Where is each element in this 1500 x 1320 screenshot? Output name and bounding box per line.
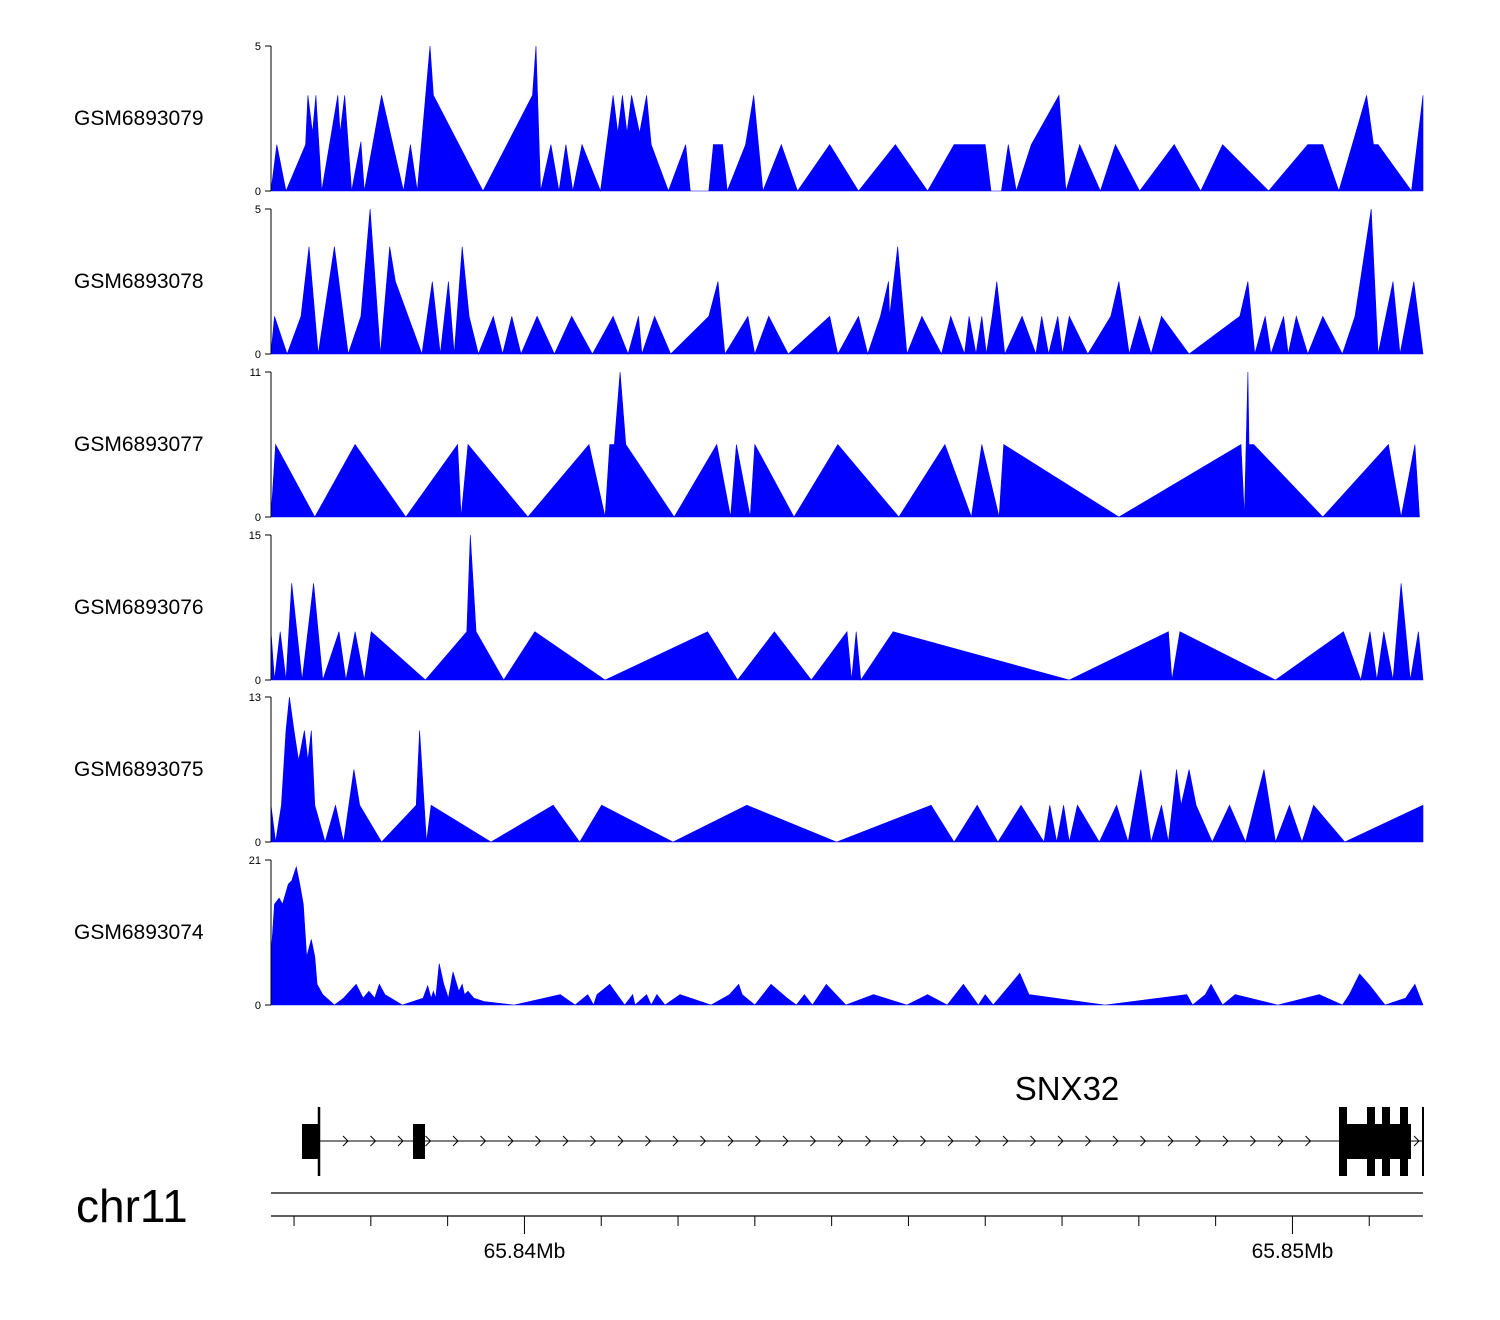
strand-arrow [1305, 1135, 1312, 1147]
strand-arrow [810, 1135, 817, 1147]
strand-arrow [672, 1135, 679, 1147]
gene-exon-tall-4 [1400, 1107, 1408, 1176]
gene-name-label: SNX32 [1015, 1070, 1120, 1107]
coverage-area-GSM6893076 [270, 534, 1424, 682]
coverage-area-GSM6893075 [270, 696, 1424, 844]
gene-track: SNX32 [302, 1070, 1424, 1176]
strand-arrow [782, 1135, 789, 1147]
strand-arrow [397, 1135, 404, 1147]
strand-arrow [755, 1135, 762, 1147]
strand-arrow [370, 1135, 377, 1147]
x-axis-label: 65.84Mb [484, 1240, 566, 1263]
gene-exon-tall-3 [1382, 1107, 1390, 1176]
strand-arrow [1002, 1135, 1009, 1147]
y-axis-min-label: 0 [255, 837, 261, 849]
gene-exon-2 [413, 1124, 425, 1159]
strand-arrow [562, 1135, 569, 1147]
track-label-GSM6893078: GSM6893078 [74, 270, 204, 293]
coverage-area-GSM6893079 [270, 45, 1424, 193]
genomic-axis: chr11 65.84Mb 65.85Mb [76, 1180, 1423, 1263]
track-GSM6893075: 13 0 GSM6893075 [74, 692, 1424, 849]
track-label-GSM6893077: GSM6893077 [74, 433, 204, 456]
strand-arrow [1222, 1135, 1229, 1147]
y-axis-max-label: 21 [249, 855, 261, 867]
track-label-GSM6893075: GSM6893075 [74, 758, 204, 781]
track-GSM6893076: 15 0 GSM6893076 [74, 530, 1424, 687]
strand-arrow [1085, 1135, 1092, 1147]
strand-arrow [590, 1135, 597, 1147]
strand-arrow [947, 1135, 954, 1147]
track-GSM6893077: 11 0 GSM6893077 [74, 367, 1420, 524]
strand-arrow [727, 1135, 734, 1147]
strand-arrow [975, 1135, 982, 1147]
strand-arrow [645, 1135, 652, 1147]
strand-arrow [1167, 1135, 1174, 1147]
y-axis-max-label: 13 [249, 692, 261, 704]
coverage-area-GSM6893077 [270, 371, 1420, 518]
track-label-GSM6893079: GSM6893079 [74, 107, 204, 130]
x-axis-label: 65.85Mb [1252, 1240, 1334, 1263]
y-axis-max-label: 5 [255, 41, 261, 53]
strand-arrow [700, 1135, 707, 1147]
strand-arrow [425, 1135, 432, 1147]
strand-arrow [617, 1135, 624, 1147]
gene-exon-tall-2 [1367, 1107, 1375, 1176]
y-axis-min-label: 0 [255, 675, 261, 687]
coverage-area-GSM6893074 [270, 865, 1424, 1006]
strand-arrow [535, 1135, 542, 1147]
strand-arrow [1277, 1135, 1284, 1147]
strand-arrow [480, 1135, 487, 1147]
coverage-area-GSM6893078 [270, 208, 1424, 356]
strand-arrow [1030, 1135, 1037, 1147]
strand-arrow [1195, 1135, 1202, 1147]
coverage-tracks: 5 0 GSM6893079 5 0 GSM6893078 11 0 GSM6893077 15 0… [74, 41, 1424, 1012]
y-axis-max-label: 5 [255, 204, 261, 216]
strand-arrow [1057, 1135, 1064, 1147]
y-axis-max-label: 15 [249, 530, 261, 542]
y-axis-max-label: 11 [250, 367, 261, 379]
y-axis-min-label: 0 [255, 1000, 261, 1012]
strand-arrow [1140, 1135, 1147, 1147]
y-axis-min-label: 0 [255, 512, 261, 524]
gene-exon-1 [302, 1124, 318, 1159]
y-axis-min-label: 0 [255, 186, 261, 198]
strand-arrow [920, 1135, 927, 1147]
track-label-GSM6893074: GSM6893074 [74, 921, 204, 944]
track-label-GSM6893076: GSM6893076 [74, 596, 204, 619]
track-GSM6893074: 21 0 GSM6893074 [74, 855, 1424, 1012]
track-GSM6893078: 5 0 GSM6893078 [74, 204, 1424, 361]
strand-arrow [865, 1135, 872, 1147]
strand-arrow [837, 1135, 844, 1147]
chromosome-label: chr11 [76, 1180, 188, 1232]
track-GSM6893079: 5 0 GSM6893079 [74, 41, 1424, 198]
strand-arrow [342, 1135, 349, 1147]
strand-arrow [1112, 1135, 1119, 1147]
strand-arrow [1250, 1135, 1257, 1147]
strand-arrow [892, 1135, 899, 1147]
strand-arrow [452, 1135, 459, 1147]
strand-arrow [507, 1135, 514, 1147]
strand-arrow [1413, 1135, 1420, 1147]
gene-exon-tall-1 [1339, 1107, 1347, 1176]
y-axis-min-label: 0 [255, 349, 261, 361]
